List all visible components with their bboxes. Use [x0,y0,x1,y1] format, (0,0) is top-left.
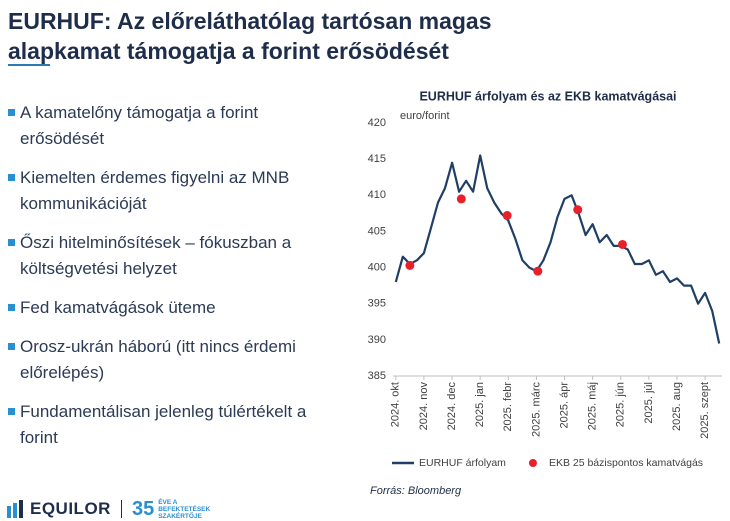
logo-years: 35 [131,497,155,520]
chart-title: EURHUF árfolyam és az EKB kamatvágásai [419,89,676,103]
y-tick-label: 390 [368,334,386,346]
y-tick-label: 405 [368,225,386,237]
cut-point [502,211,512,221]
logo-name: EQUILOR [30,499,111,518]
chart: EURHUF árfolyam és az EKB kamatvágásai e… [368,89,722,497]
x-tick-label: 2025. jan [474,382,486,427]
bullet: Kiemelten érdemes figyelni az MNB kommun… [8,165,338,217]
bullet: Fed kamatvágások üteme [8,295,338,321]
y-tick-label: 385 [368,370,386,382]
x-tick-label: 2025. máj [587,382,599,430]
logo-tagline: ÉVE A BEFEKTETÉSEK SZAKÉRTŐJE [158,498,211,520]
legend-label: EURHUF árfolyam [419,457,506,469]
logo-separator [120,500,122,518]
x-tick-label: 2025. szept [699,382,711,439]
x-tick-label: 2025. ápr [558,382,570,429]
bullet: Őszi hitelminősítések – fókuszban a költ… [8,230,338,282]
cut-point [533,266,543,276]
y-tick-label: 395 [368,298,386,310]
x-tick-label: 2025. jún [615,382,627,427]
cut-point [456,194,466,204]
logo: EQUILOR 35 ÉVE A BEFEKTETÉSEK SZAKÉRTŐJE [6,497,230,521]
title-rule [8,64,50,66]
logo-mark [7,500,23,518]
x-tick-label: 2024. nov [418,382,430,431]
x-tick-label: 2025. júl [643,382,655,424]
y-tick-label: 410 [368,189,386,201]
bullet: A kamatelőny támogatja a forint erősödés… [8,100,338,152]
y-axis-label: euro/forint [400,110,450,122]
x-tick-label: 2025. aug [671,382,683,431]
x-tick-label: 2024. okt [390,382,402,427]
x-tick-label: 2024. dec [446,382,458,431]
legend-label: EKB 25 bázispontos kamatvágás [549,457,703,469]
bullet: Orosz-ukrán háború (itt nincs érdemi elő… [8,334,338,386]
cut-point [617,239,627,249]
price-line [394,154,721,344]
legend-swatch [528,459,537,467]
slide-title: EURHUF: Az előreláthatólag tartósan maga… [8,8,492,64]
cut-point [573,205,583,215]
y-tick-label: 400 [368,261,386,273]
cut-point [405,260,415,270]
x-tick-label: 2025. febr [502,382,514,432]
y-tick-label: 420 [368,117,386,129]
bullet: Fundamentálisan jelenleg túlértékelt a f… [8,399,338,451]
bullet-list: A kamatelőny támogatja a forint erősödés… [8,100,338,464]
source: Forrás: Bloomberg [370,485,462,497]
y-tick-label: 415 [368,153,386,165]
x-tick-label: 2025. márc [530,382,542,438]
